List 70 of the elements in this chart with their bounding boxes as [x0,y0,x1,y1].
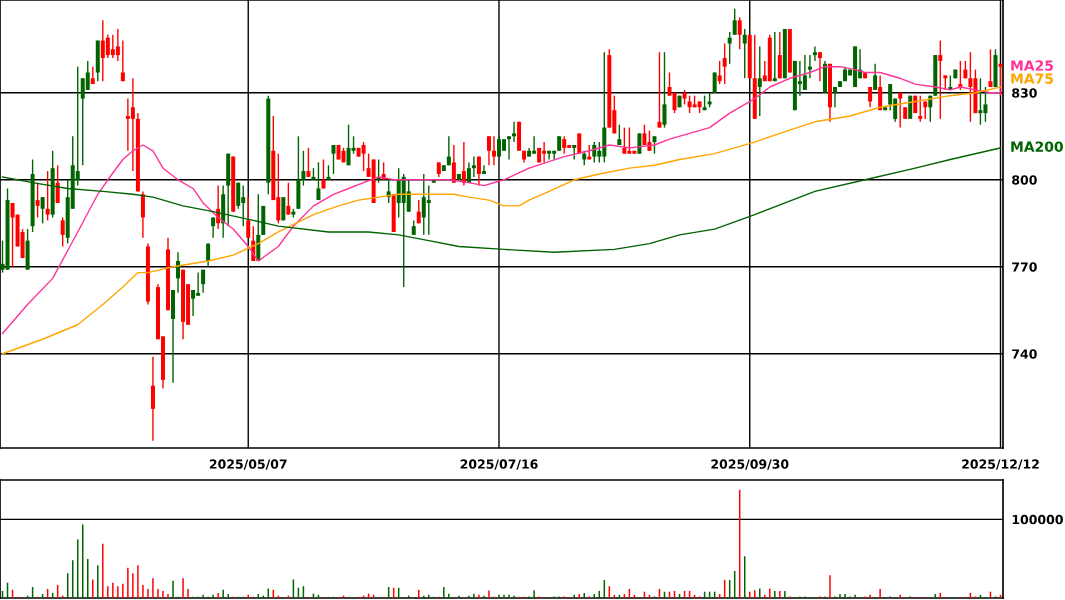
candlestick [491,135,496,166]
candlestick [426,184,431,236]
candlestick [486,135,491,166]
candlestick [316,161,321,201]
candlestick [978,77,983,126]
candlestick [306,147,311,178]
candlestick [301,150,306,187]
candlestick [737,16,742,50]
candlestick [471,155,476,178]
candlestick [712,71,717,94]
candlestick [55,164,60,204]
candlestick [476,155,481,187]
candlestick [802,54,807,91]
candlestick [35,181,40,219]
x-tick-label: 2025/05/07 [209,459,287,470]
candlestick [722,42,727,85]
x-tick-label: 2025/07/16 [460,459,538,470]
candlestick [988,48,993,88]
candlestick [40,196,45,224]
candlestick [120,39,125,82]
candlestick [918,94,923,123]
y-tick-label: 800 [1012,175,1037,185]
candlestick [938,39,943,120]
x-tick-label: 2025/09/30 [711,459,789,470]
candlestick [446,135,451,166]
candlestick [331,144,336,175]
candlestick [717,60,722,85]
candlestick [507,135,512,161]
candlestick [812,45,817,62]
y-tick-label: 830 [1012,88,1037,98]
candlestick [807,54,812,79]
candlestick [637,132,642,155]
series-label: MA25 [1011,60,1053,71]
candlestick [406,179,411,213]
candlestick [45,170,50,222]
candlestick [898,92,903,129]
y-tick-label: 740 [1012,349,1037,359]
series-label: MA75 [1011,73,1053,84]
candlestick [211,216,216,239]
candlestick [115,28,120,62]
candlestick [817,51,822,82]
candlestick [757,45,762,117]
candlestick [617,123,622,146]
candlestick [150,355,155,442]
candlestick [657,51,662,129]
candlestick [481,164,486,175]
x-tick-label: 2025/12/12 [962,459,1039,470]
y-tick-label: 100000 [1012,514,1063,525]
candlestick [60,216,65,248]
candlestick [772,31,777,82]
candlestick [732,8,737,36]
candlestick [246,196,251,239]
candlestick [512,121,517,143]
candlestick [777,31,782,79]
candlestick [130,77,135,172]
candlestick [321,158,326,190]
candlestick [140,190,145,239]
y-tick-label: 770 [1012,262,1037,272]
candlestick [236,181,241,210]
candlestick [873,63,878,91]
candlestick [451,144,456,184]
candlestick [998,63,1003,97]
candlestick [191,289,196,317]
candlestick [968,51,973,123]
candlestick [361,141,366,172]
series-label: MA200 [1011,141,1063,152]
candlestick [286,181,291,216]
candlestick [662,51,667,129]
candlestick [742,28,747,79]
candlestick [622,126,627,155]
